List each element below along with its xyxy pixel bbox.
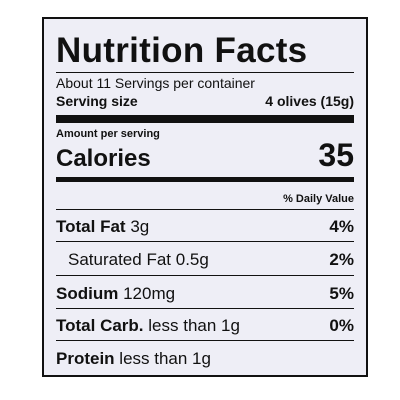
servings: About 11 Servings per container: [56, 75, 255, 91]
nutrient-row: Total Carb. less than 1g 0%: [56, 316, 354, 336]
divider: [56, 209, 354, 210]
daily-value-header: % Daily Value: [283, 193, 354, 205]
nutrient-row: Sodium 120mg 5%: [56, 284, 354, 304]
calories-row: Calories 35: [56, 137, 354, 174]
nutrient-name: Protein: [56, 349, 115, 368]
amount-per-serving: Amount per serving: [56, 128, 160, 140]
nutrient-dv: 2%: [329, 250, 354, 269]
nutrient-amount: less than 1g: [148, 316, 240, 335]
nutrient-label: Total Carb. less than 1g: [56, 316, 240, 336]
thick-divider: [56, 177, 354, 182]
nutrient-name: Saturated Fat: [68, 250, 172, 269]
nutrient-name: Total Carb.: [56, 316, 144, 335]
nutrient-dv: 4%: [329, 217, 354, 236]
nutrient-label: Protein less than 1g: [56, 349, 211, 369]
divider: [56, 308, 354, 309]
title-text: Nutrition Facts: [56, 31, 308, 70]
servings-row: About 11 Servings per container: [56, 75, 354, 91]
divider: [56, 275, 354, 276]
divider: [56, 241, 354, 242]
calories-value: 35: [318, 137, 354, 173]
nutrient-row: Total Fat 3g 4%: [56, 217, 354, 237]
nutrient-amount: 120mg: [123, 284, 176, 303]
nutrient-label: Saturated Fat 0.5g: [56, 250, 209, 270]
nutrition-label: Nutrition Facts About 11 Servings per co…: [42, 17, 368, 377]
divider: [56, 340, 354, 341]
nutrient-dv: 5%: [329, 284, 354, 303]
divider: [56, 72, 354, 73]
nutrient-label: Sodium 120mg: [56, 284, 175, 304]
dv-header-row: % Daily Value: [56, 193, 354, 205]
serving-size-amount: 4 olives (15g): [265, 93, 354, 109]
nutrient-name: Sodium: [56, 284, 119, 303]
calories-label: Calories: [56, 145, 151, 172]
serving-size-label: Serving size: [56, 93, 138, 109]
nutrient-dv: 0%: [329, 316, 354, 335]
nutrient-amount: 0.5g: [175, 250, 209, 269]
title: Nutrition Facts: [56, 31, 354, 71]
thick-divider: [56, 115, 354, 123]
nutrient-amount: 3g: [130, 217, 150, 236]
nutrient-label: Total Fat 3g: [56, 217, 149, 237]
serving-size-row: Serving size 4 olives (15g): [56, 93, 354, 109]
nutrient-row: Protein less than 1g: [56, 349, 354, 369]
nutrient-amount: less than 1g: [119, 349, 211, 368]
nutrient-name: Total Fat: [56, 217, 126, 236]
nutrient-row: Saturated Fat 0.5g 2%: [56, 250, 354, 270]
amount-row: Amount per serving: [56, 128, 354, 140]
